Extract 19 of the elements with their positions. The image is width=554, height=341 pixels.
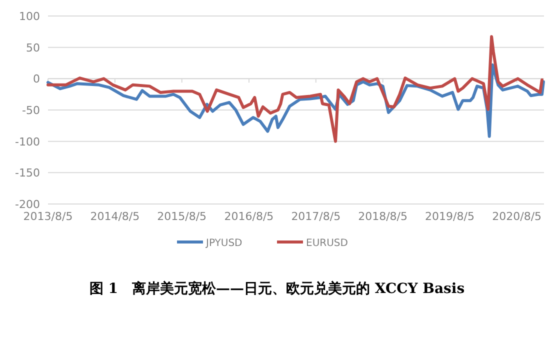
y-tick-label: 0 (33, 72, 40, 86)
legend-label: JPYUSD (205, 238, 243, 249)
x-tick-label: 2016/8/5 (224, 210, 274, 223)
x-tick-label: 2014/8/5 (90, 210, 140, 223)
x-tick-label: 2017/8/5 (291, 210, 341, 223)
x-tick-label: 2015/8/5 (157, 210, 207, 223)
y-tick-label: 100 (19, 10, 40, 23)
y-tick-label: -50 (22, 104, 40, 117)
line-series (46, 35, 544, 143)
text: 图 1 离岸美元宽松——日元、欧元兑美元的 XCCY Basis (89, 280, 465, 297)
x-tick-label: 2018/8/5 (358, 210, 408, 223)
y-tick-label: -100 (15, 135, 40, 148)
y-tick-label: -150 (15, 166, 40, 180)
x-tick-label: 2013/8/5 (23, 210, 73, 223)
x-tick-label: 2020/8/5 (492, 210, 542, 223)
y-tick-label: -200 (15, 198, 40, 211)
y-tick-label: 50 (26, 41, 40, 54)
legend-label: EURUSD (306, 238, 348, 249)
x-tick-label: 2019/8/5 (425, 210, 474, 223)
